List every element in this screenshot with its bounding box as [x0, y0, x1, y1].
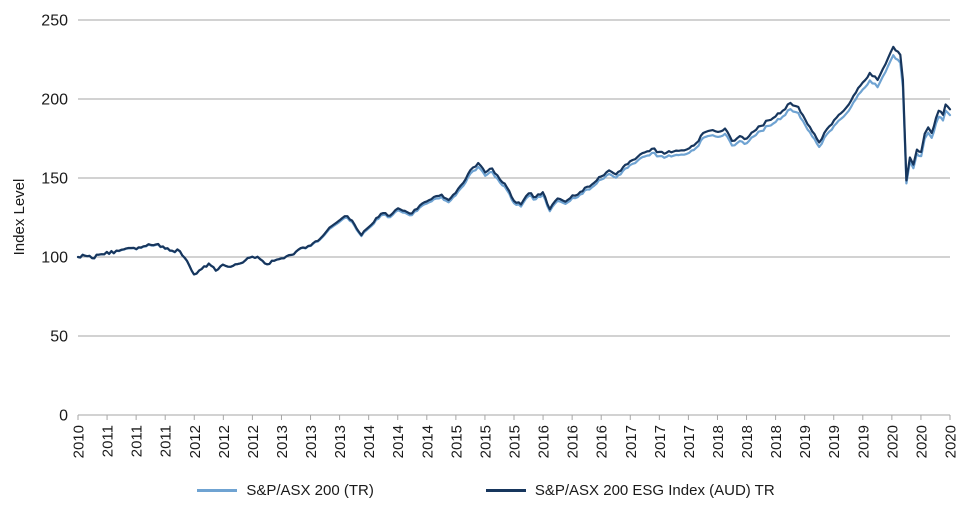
x-tick-label: 2012 [187, 425, 204, 458]
x-tick-label: 2014 [390, 425, 407, 458]
x-tick-label: 2016 [565, 425, 582, 458]
y-tick-label: 150 [41, 171, 68, 188]
x-tick-label: 2013 [274, 425, 291, 458]
y-tick-label: 250 [41, 13, 68, 30]
x-tick-label: 2018 [768, 425, 785, 458]
x-tick-label: 2015 [477, 425, 494, 458]
y-tick-label: 0 [59, 408, 68, 425]
x-tick-label: 2020 [884, 425, 901, 458]
x-tick-label: 2020 [913, 425, 930, 458]
x-tick-label: 2012 [216, 425, 233, 458]
x-tick-label: 2018 [739, 425, 756, 458]
x-tick-label: 2011 [100, 425, 117, 457]
y-tick-label: 200 [41, 92, 68, 109]
y-axis-title: Index Level [11, 179, 28, 256]
y-tick-label: 100 [41, 250, 68, 267]
x-tick-label: 2019 [797, 425, 814, 458]
x-tick-label: 2016 [536, 425, 553, 458]
plot-area: 0 50 100 150 200 250 2010 2011 2011 2011 2012 2012 2… [11, 13, 960, 459]
legend-label: S&P/ASX 200 ESG Index (AUD) TR [534, 481, 775, 499]
x-tick-label: 2017 [623, 425, 640, 458]
x-tick-label: 2013 [332, 425, 349, 458]
x-tick-label: 2020 [943, 425, 960, 458]
x-tick-label: 2012 [245, 425, 262, 458]
x-tick-label: 2015 [507, 425, 524, 458]
y-tick-label: 50 [50, 329, 68, 346]
x-tick-label: 2019 [855, 425, 872, 458]
series-line-asx200-tr [76, 54, 952, 276]
x-tick-label: 2014 [419, 425, 436, 458]
x-tick-label: 2015 [448, 425, 465, 458]
x-tick-label: 2011 [158, 425, 175, 457]
legend-line-swatch [485, 488, 526, 492]
x-tick-label: 2011 [129, 425, 146, 457]
legend-line-swatch [197, 488, 238, 492]
x-tick-label: 2017 [681, 425, 698, 458]
x-tick-label: 2014 [361, 425, 378, 458]
x-tick-label: 2013 [303, 425, 320, 458]
x-tick-label: 2010 [71, 425, 88, 458]
legend: S&P/ASX 200 (TR) S&P/ASX 200 ESG Index (A… [0, 479, 972, 501]
legend-item-asx200-esg: S&P/ASX 200 ESG Index (AUD) TR [485, 481, 775, 499]
x-tick-label: 2018 [710, 425, 727, 458]
legend-item-asx200-tr: S&P/ASX 200 (TR) [197, 482, 374, 499]
x-tick-label: 2019 [826, 425, 843, 458]
x-tick-label: 2016 [594, 425, 611, 458]
x-tick-label: 2017 [652, 425, 669, 458]
series-line-asx200-esg [76, 45, 952, 276]
legend-label: S&P/ASX 200 (TR) [246, 481, 374, 499]
